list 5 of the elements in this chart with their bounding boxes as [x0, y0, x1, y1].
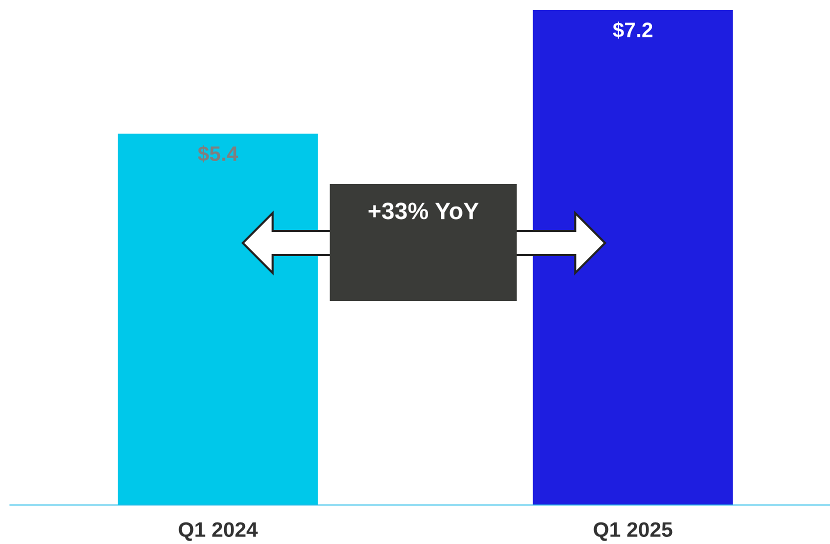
x-tick-label: Q1 2025: [594, 522, 672, 541]
data-label: $5.4: [198, 145, 238, 162]
x-tick-label: Q1 2024: [178, 522, 258, 541]
data-label: $7.2: [612, 22, 652, 39]
annotation: +33% YoY: [368, 202, 479, 220]
